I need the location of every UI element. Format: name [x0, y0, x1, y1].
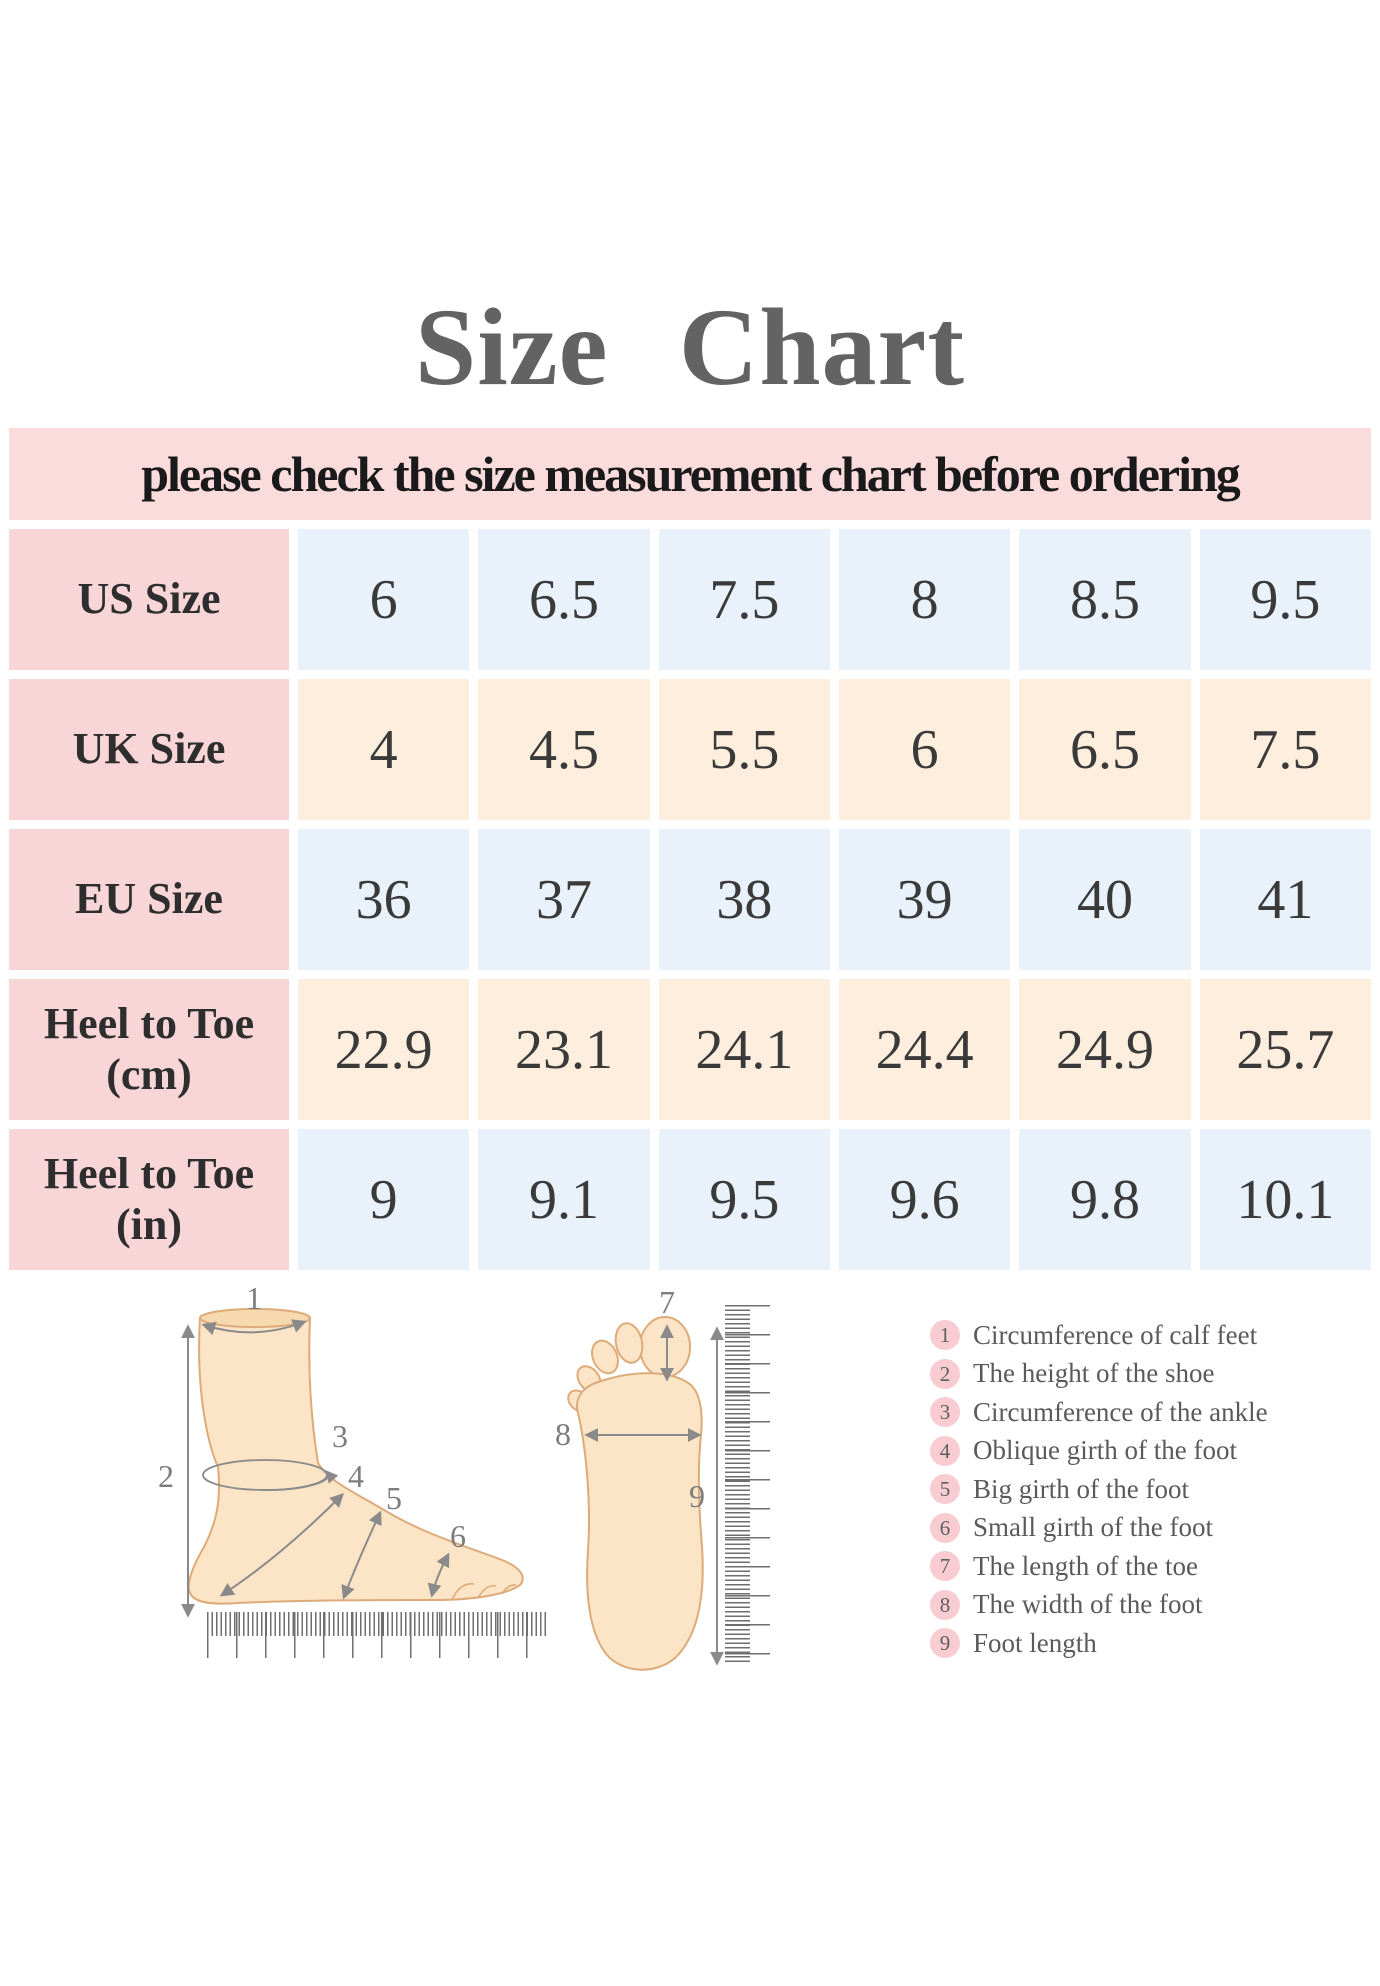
- legend-number-badge: 4: [930, 1435, 960, 1466]
- notice-banner: please check the size measurement chart …: [9, 428, 1371, 520]
- row-header-uk-size: UK Size: [9, 679, 289, 820]
- legend-number-badge: 9: [930, 1628, 960, 1658]
- legend-label: The length of the toe: [973, 1550, 1198, 1581]
- side-label-6: 6: [450, 1518, 466, 1554]
- legend-item: 6 Small girth of the foot: [930, 1512, 1268, 1543]
- vertical-ruler: [725, 1305, 770, 1663]
- sole-foot-diagram: 7 8 9: [555, 1284, 724, 1671]
- size-cell: 39: [838, 829, 1011, 970]
- toe-3: [591, 1339, 619, 1375]
- legend-number-badge: 3: [930, 1397, 960, 1427]
- legend-label: The width of the foot: [973, 1589, 1203, 1619]
- legend-item: 9 Foot length: [930, 1628, 1268, 1658]
- toe-creases: [451, 1583, 517, 1601]
- size-cell: 9.5: [1199, 529, 1371, 670]
- measure-arrow-5: [341, 1510, 382, 1600]
- size-cell: 4: [298, 679, 470, 820]
- size-cell: 36: [298, 829, 470, 970]
- legend-item: 7 The length of the toe: [930, 1551, 1268, 1581]
- legend-item: 4 Oblique girth of the foot: [930, 1435, 1268, 1466]
- toe-2: [614, 1322, 644, 1364]
- legend-item: 2 The height of the shoe: [930, 1358, 1268, 1389]
- sole-outline: [576, 1372, 704, 1671]
- legend-label: Big girth of the foot: [973, 1473, 1189, 1504]
- legend-label: The height of the shoe: [973, 1358, 1215, 1388]
- legend-label: Foot length: [973, 1627, 1097, 1658]
- size-cell: 5.5: [658, 679, 830, 820]
- sole-label-9: 9: [689, 1478, 705, 1514]
- size-cell: 9.5: [658, 1129, 830, 1270]
- legend-label: Circumference of calf feet: [973, 1319, 1258, 1350]
- size-cell: 7.5: [658, 529, 830, 670]
- size-cell: 9.1: [478, 1129, 650, 1270]
- legend-item: 1 Circumference of calf feet: [930, 1320, 1268, 1350]
- size-cell: 24.1: [658, 979, 830, 1120]
- legend-label: Oblique girth of the foot: [973, 1435, 1237, 1465]
- size-cell: 9.6: [838, 1129, 1011, 1270]
- size-cell: 4.5: [478, 679, 650, 820]
- measure-arrow-1: [201, 1319, 307, 1336]
- horizontal-ruler: [207, 1612, 547, 1660]
- size-cell: 24.9: [1019, 979, 1191, 1120]
- size-cell: 8.5: [1019, 529, 1191, 670]
- legend-item: 5 Big girth of the foot: [930, 1474, 1268, 1504]
- size-cell: 9: [298, 1129, 470, 1270]
- legend-number-badge: 2: [930, 1358, 960, 1389]
- size-cell: 24.4: [838, 979, 1011, 1120]
- legend-number-badge: 8: [930, 1589, 960, 1620]
- sole-label-8: 8: [555, 1416, 571, 1452]
- size-table: US Size 6 6.5 7.5 8 8.5 9.5 UK Size 4 4.…: [9, 529, 1371, 1270]
- size-cell: 10.1: [1199, 1129, 1371, 1270]
- sole-label-7: 7: [659, 1284, 675, 1320]
- legend-item: 8 The width of the foot: [930, 1589, 1268, 1620]
- size-cell: 37: [478, 829, 650, 970]
- size-cell: 6: [838, 679, 1011, 820]
- legend-number-badge: 6: [930, 1512, 960, 1543]
- legend-label: Circumference of the ankle: [973, 1396, 1268, 1427]
- big-toe: [639, 1316, 691, 1378]
- legend-number-badge: 5: [930, 1474, 960, 1504]
- size-cell: 8: [838, 529, 1011, 670]
- legend-item: 3 Circumference of the ankle: [930, 1397, 1268, 1427]
- side-label-1: 1: [246, 1280, 262, 1316]
- size-cell: 22.9: [298, 979, 470, 1120]
- side-label-5: 5: [386, 1480, 402, 1516]
- size-cell: 23.1: [478, 979, 650, 1120]
- size-cell: 38: [658, 829, 830, 970]
- size-cell: 41: [1199, 829, 1371, 970]
- legend-number-badge: 1: [930, 1320, 960, 1350]
- side-label-2: 2: [158, 1458, 174, 1494]
- legend-number-badge: 7: [930, 1551, 960, 1581]
- size-cell: 6: [298, 529, 470, 670]
- measure-arrow-6: [427, 1552, 450, 1598]
- measure-arrow-4: [219, 1493, 344, 1597]
- side-foot-diagram: 1 2 3 4 5 6: [158, 1280, 524, 1618]
- row-header-eu-size: EU Size: [9, 829, 289, 970]
- side-label-4: 4: [348, 1458, 364, 1494]
- size-cell: 6.5: [478, 529, 650, 670]
- side-label-3: 3: [332, 1418, 348, 1454]
- row-header-us-size: US Size: [9, 529, 289, 670]
- size-cell: 40: [1019, 829, 1191, 970]
- legend-label: Small girth of the foot: [973, 1512, 1213, 1542]
- size-cell: 9.8: [1019, 1129, 1191, 1270]
- size-cell: 6.5: [1019, 679, 1191, 820]
- size-cell: 7.5: [1199, 679, 1371, 820]
- size-cell: 25.7: [1199, 979, 1371, 1120]
- row-header-heel-to-toe-in: Heel to Toe (in): [9, 1129, 289, 1270]
- page-title: Size Chart: [415, 286, 965, 408]
- measurement-legend: 1 Circumference of calf feet 2 The heigh…: [930, 1320, 1268, 1658]
- measure-arrow-3: [259, 1470, 339, 1491]
- row-header-heel-to-toe-cm: Heel to Toe (cm): [9, 979, 289, 1120]
